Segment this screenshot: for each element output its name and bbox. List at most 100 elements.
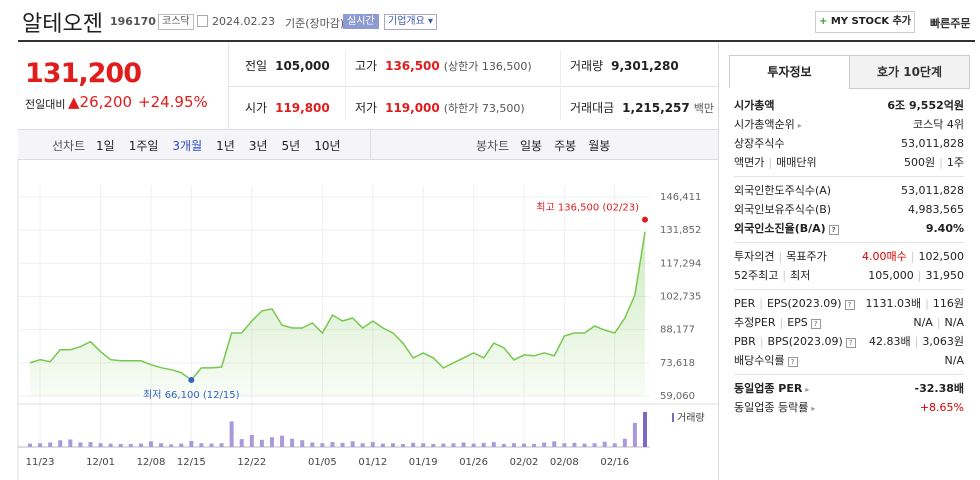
volume-bar [411, 442, 416, 447]
volume-bar [259, 439, 264, 447]
quick-order[interactable]: 빠른주문 [930, 17, 971, 30]
x-tick-label: 02/08 [550, 457, 579, 468]
y-tick-label: 146,411 [660, 192, 701, 203]
tab-invest[interactable]: 투자정보 [729, 55, 850, 88]
help-icon[interactable]: ? [844, 300, 855, 310]
period-tab[interactable]: 1일 [96, 139, 115, 153]
help-icon[interactable]: ? [810, 319, 821, 329]
label-text: 상장주식수 [734, 137, 785, 150]
label-text[interactable]: 동일업종 PER [734, 382, 803, 395]
y-tick-label: 102,735 [660, 292, 701, 303]
volume-bar [138, 443, 143, 447]
overview-text: 기업개요 [388, 16, 425, 27]
volume-bar [562, 443, 567, 447]
quote-label: 시가 [245, 101, 268, 115]
info-row: 투자의견 | 목표주가 4.00매수 | 102,500 [734, 248, 964, 266]
volume-bar [471, 443, 476, 447]
help-icon[interactable]: ? [845, 338, 856, 348]
label-text[interactable]: 시가총액순위 [734, 118, 795, 131]
quote-value: 9,301,280 [611, 59, 679, 73]
volume-bar [300, 440, 305, 447]
candle-tab[interactable]: 일봉 [520, 139, 543, 153]
period-tab[interactable]: 1년 [216, 139, 235, 153]
label-text: BPS(2023.09) [767, 335, 843, 348]
value-text: 1주 [946, 156, 964, 169]
info-row: 배당수익률? N/A [734, 352, 964, 370]
info-row: 외국인소진율(B/A)? 9.40% [734, 220, 964, 238]
info-value: N/A | N/A [913, 314, 964, 332]
period-tab[interactable]: 3년 [248, 139, 268, 153]
high-label: 최고 136,500 (02/23) [536, 202, 639, 214]
value-text: -32.38배 [914, 382, 964, 395]
volume-bar [148, 441, 153, 447]
plus-icon: + [818, 16, 828, 27]
value-text: 53,011,828 [901, 137, 964, 150]
period-tab[interactable]: 3개월 [172, 139, 203, 153]
volume-bar [179, 443, 184, 447]
info-label: 동일업종 PER ▸ [734, 380, 809, 399]
quote-value: 119,800 [275, 101, 330, 115]
quote-value: 105,000 [275, 59, 330, 73]
mystock-button[interactable]: + MY STOCK 추가 [815, 11, 915, 33]
info-value: 6조 9,552억원 [887, 97, 964, 115]
date: 2024.02.23 [212, 15, 275, 28]
quote-value: 1,215,257 [622, 101, 690, 115]
info-row: 시가총액 6조 9,552억원 [734, 97, 964, 115]
x-tick-label: 01/05 [308, 457, 337, 468]
info-row: 동일업종 등락률 ▸ +8.65% [734, 399, 964, 417]
volume-bar [128, 443, 133, 447]
quote-item: 전일 105,000 [245, 57, 330, 74]
volume-bar [249, 434, 254, 447]
info-row: 액면가 | 매매단위 500원 | 1주 [734, 154, 964, 172]
info-label: 시가총액순위 ▸ [734, 116, 802, 135]
value-text: 31,950 [925, 269, 965, 282]
tab-orderbook[interactable]: 호가 10단계 [849, 55, 970, 89]
volume-bar [491, 442, 496, 447]
candle-tab[interactable]: 주봉 [554, 139, 577, 153]
volume-bar [360, 443, 365, 447]
volume-bar [38, 443, 43, 447]
info-row: 상장주식수 53,011,828 [734, 135, 964, 153]
separator: | [914, 335, 919, 348]
x-tick-label: 01/26 [459, 457, 488, 468]
volume-bar [622, 438, 627, 447]
help-icon[interactable]: ? [828, 225, 839, 235]
period-tab[interactable]: 5년 [281, 139, 301, 153]
volume-bar [88, 442, 93, 447]
volume-bar [552, 441, 557, 447]
separator: | [768, 156, 773, 169]
high-marker [642, 216, 648, 223]
volume-bar [280, 435, 285, 447]
info-row: 추정PER | EPS? N/A | N/A [734, 314, 964, 332]
label-text[interactable]: 동일업종 등락률 [734, 401, 809, 414]
info-row: 52주최고 | 최저 105,000 | 31,950 [734, 267, 964, 285]
info-label: 배당수익률? [734, 352, 798, 370]
value-text: 1131.03배 [865, 297, 922, 310]
overview-dropdown[interactable]: 기업개요 ▾ [384, 14, 438, 30]
candle-tab[interactable]: 월봉 [588, 139, 611, 153]
period-tab[interactable]: 10년 [314, 139, 341, 153]
volume-bar [421, 443, 426, 447]
quote-label: 고가 [355, 59, 378, 73]
volume-legend-icon [672, 413, 674, 422]
label-text: EPS [787, 316, 808, 329]
info-row: 시가총액순위 ▸ 코스닥 4위 [734, 116, 964, 134]
label-text: PER [734, 297, 756, 310]
help-icon[interactable]: ? [787, 357, 798, 367]
volume-bar [380, 443, 385, 447]
volume-bar [370, 442, 375, 447]
info-value: 코스닥 4위 [913, 116, 964, 134]
x-tick-label: 12/22 [237, 457, 266, 468]
volume-bar [28, 443, 32, 447]
y-tick-label: 88,177 [660, 325, 695, 336]
quote-value: 119,000 [385, 101, 440, 115]
quote-value: 136,500 [385, 59, 440, 73]
x-tick-label: 02/02 [510, 457, 539, 468]
realtime-badge[interactable]: 실시간 [343, 14, 379, 29]
volume-bar [612, 443, 617, 447]
period-tab[interactable]: 1주일 [128, 139, 159, 153]
volume-bar [58, 440, 63, 447]
change-rate: +24.95% [138, 93, 208, 111]
